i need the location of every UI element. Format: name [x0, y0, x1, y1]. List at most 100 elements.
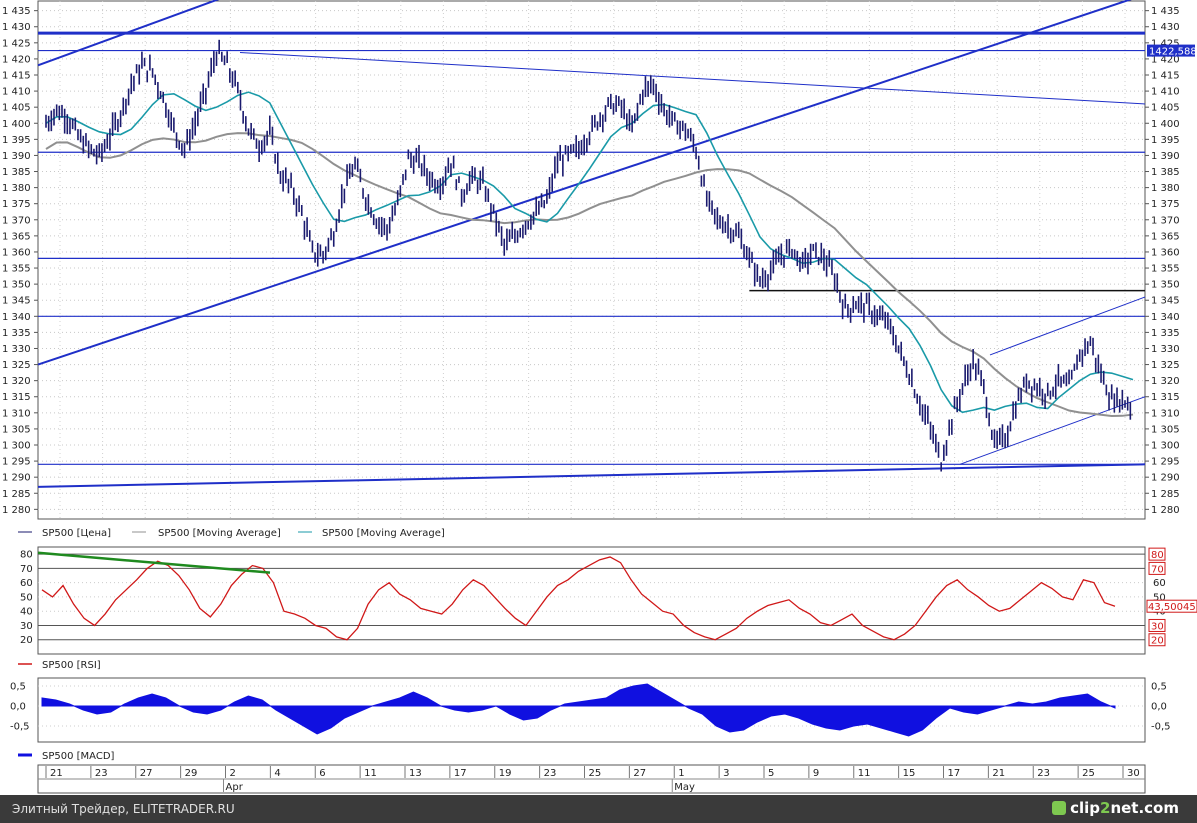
- price-tick-label: 1 315: [2, 392, 31, 403]
- rsi-panel-frame: [37, 546, 1146, 655]
- price-tick-label: 1 435: [2, 6, 31, 17]
- price-tick-label: 1 390: [2, 151, 31, 162]
- rsi-series: 43,50045: [41, 556, 1197, 641]
- legend-ma2: SP500 [Moving Average]: [322, 528, 445, 539]
- time-tick-label: 11: [858, 768, 871, 779]
- time-tick-label: 30: [1127, 768, 1140, 779]
- macd-histogram: [41, 683, 1116, 737]
- price-tick-label: 1 385: [2, 167, 31, 178]
- rising-trendline: [37, 0, 1132, 366]
- macd-axis: 0,5 0,5 0,0 0,0 -0,5 -0,5: [10, 682, 1171, 733]
- rsi-tick-label: 30: [20, 621, 33, 632]
- macd-tick-label-right: 0,0: [1151, 702, 1167, 713]
- rsi-tick-label: 20: [20, 635, 33, 646]
- macd-tick-label: 0,0: [10, 702, 26, 713]
- price-tick-label: 1 365: [1151, 231, 1180, 242]
- rsi-tick-label: 50: [20, 592, 33, 603]
- price-tick-label: 1 360: [1151, 247, 1180, 258]
- clip2net-logo[interactable]: clip2net.com: [1052, 799, 1179, 817]
- price-tick-label: 1 355: [2, 264, 31, 275]
- price-tick-label: 1 340: [1151, 312, 1180, 323]
- price-tick-label: 1 380: [2, 183, 31, 194]
- rsi-legend: SP500 [RSI]: [18, 660, 101, 671]
- price-tick-label: 1 340: [2, 312, 31, 323]
- price-tick-label: 1 375: [1151, 199, 1180, 210]
- price-panel-frame: [37, 0, 1146, 520]
- price-tick-label: 1 410: [1151, 87, 1180, 98]
- last-price-value: 1422,588: [1149, 47, 1197, 58]
- rsi-level-label: 30: [1151, 621, 1164, 632]
- price-tick-label: 1 295: [1151, 457, 1180, 468]
- time-tick-label: 13: [409, 768, 422, 779]
- legend-price: SP500 [Цена]: [42, 528, 111, 539]
- rsi-tick-label-right: 60: [1153, 578, 1166, 589]
- rsi-level-box: [1148, 618, 1166, 632]
- falling-trendline: [239, 51, 1146, 105]
- price-tick-label: 1 420: [2, 54, 31, 65]
- time-tick-label: 21: [50, 768, 63, 779]
- price-axis-right: 1 280 1 285 1 290 1 295 1 300 1 305 1 310 1 315…: [1145, 6, 1180, 516]
- rsi-last-box: [1146, 599, 1197, 613]
- price-axis-left: 1 280 1 285 1 290 1 295 1 300 1 305 1 310 1 315…: [2, 6, 38, 516]
- price-tick-label: 1 310: [1151, 408, 1180, 419]
- time-tick-label: 23: [95, 768, 108, 779]
- price-tick-label: 1 380: [1151, 183, 1180, 194]
- price-tick-label: 1 395: [1151, 135, 1180, 146]
- price-tick-label: 1 300: [1151, 441, 1180, 452]
- price-tick-label: 1 325: [2, 360, 31, 371]
- source-text: Элитный Трейдер, ELITETRADER.RU: [12, 802, 235, 816]
- price-tick-label: 1 385: [1151, 167, 1180, 178]
- rsi-tick-label: 80: [20, 550, 33, 561]
- price-tick-label: 1 345: [1151, 296, 1180, 307]
- last-price-label: 1422,588: [1147, 44, 1197, 58]
- macd-legend: SP500 [MACD]: [18, 751, 115, 762]
- price-tick-label: 1 315: [1151, 392, 1180, 403]
- price-tick-label: 1 320: [1151, 376, 1180, 387]
- price-tick-label: 1 370: [1151, 215, 1180, 226]
- price-trendlines: [37, 0, 1146, 488]
- last-price-box: [1147, 44, 1195, 57]
- rsi-level-box: [1148, 547, 1166, 561]
- time-tick-label: 3: [723, 768, 729, 779]
- rsi-line: [41, 556, 1116, 641]
- rsi-axis: 2020303040405050606070708080: [20, 547, 1166, 647]
- rsi-tick-label: 70: [20, 564, 33, 575]
- time-tick-label: 15: [903, 768, 916, 779]
- rsi-tick-label: 60: [20, 578, 33, 589]
- month-label-may: May: [674, 782, 695, 793]
- time-tick-label: 17: [454, 768, 467, 779]
- price-tick-label: 1 425: [2, 38, 31, 49]
- macd-tick-label-right: 0,5: [1151, 682, 1167, 693]
- price-tick-label: 1 305: [1151, 424, 1180, 435]
- price-tick-label: 1 430: [1151, 22, 1180, 33]
- moving-average-slow: [45, 132, 1134, 418]
- price-tick-label: 1 325: [1151, 360, 1180, 371]
- price-tick-label: 1 345: [2, 296, 31, 307]
- macd-tick-label-right: -0,5: [1151, 722, 1171, 733]
- rsi-level-label: 80: [1151, 550, 1164, 561]
- time-tick-label: 17: [948, 768, 961, 779]
- channel-upper: [989, 296, 1146, 356]
- time-tick-label: 6: [319, 768, 325, 779]
- price-tick-label: 1 410: [2, 87, 31, 98]
- time-tick-label: 9: [813, 768, 819, 779]
- arrow-up-icon: [1052, 801, 1067, 815]
- time-axis: 21 23 27 29 2 4 6 11 13 17 19 23 25 27 1 3 5 9 11 15 17 21 23 2…: [38, 766, 1145, 793]
- time-tick-label: 25: [589, 768, 602, 779]
- rsi-divergence-line: [37, 551, 271, 574]
- price-tick-label: 1 290: [2, 473, 31, 484]
- time-tick-label: 25: [1082, 768, 1095, 779]
- price-tick-label: 1 280: [2, 505, 31, 516]
- price-tick-label: 1 295: [2, 457, 31, 468]
- price-tick-label: 1 405: [2, 103, 31, 114]
- price-tick-label: 1 415: [2, 71, 31, 82]
- rsi-tick-label-right: 50: [1153, 592, 1166, 603]
- base-trendline: [37, 463, 1146, 488]
- price-tick-label: 1 350: [1151, 280, 1180, 291]
- upper-channel-line: [37, 0, 220, 67]
- time-tick-label: 1: [678, 768, 684, 779]
- macd-tick-label: 0,5: [10, 682, 26, 693]
- time-tick-label: 23: [544, 768, 557, 779]
- price-tick-label: 1 375: [2, 199, 31, 210]
